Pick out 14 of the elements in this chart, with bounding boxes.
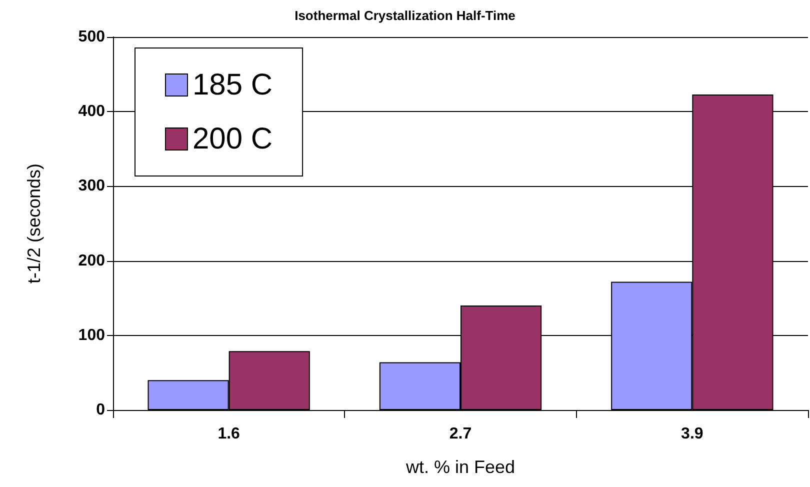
x-axis-title: wt. % in Feed — [404, 457, 516, 477]
y-tick-label: 300 — [78, 178, 106, 195]
legend-label: 185 C — [192, 68, 273, 102]
y-tick-label: 100 — [78, 326, 106, 344]
x-tick-label: 2.7 — [449, 426, 472, 442]
legend-label: 200 C — [192, 122, 273, 156]
y-axis-title: t-1/2 (seconds) — [24, 163, 44, 284]
y-tick-label: 200 — [78, 252, 106, 270]
y-tick-label: 500 — [78, 28, 106, 46]
y-tick-label: 0 — [96, 402, 106, 418]
y-tick-label: 400 — [78, 103, 106, 120]
chart-title: Isothermal Crystallization Half-Time — [294, 8, 516, 23]
x-tick-label: 3.9 — [681, 426, 704, 442]
x-tick-label: 1.6 — [218, 426, 240, 442]
